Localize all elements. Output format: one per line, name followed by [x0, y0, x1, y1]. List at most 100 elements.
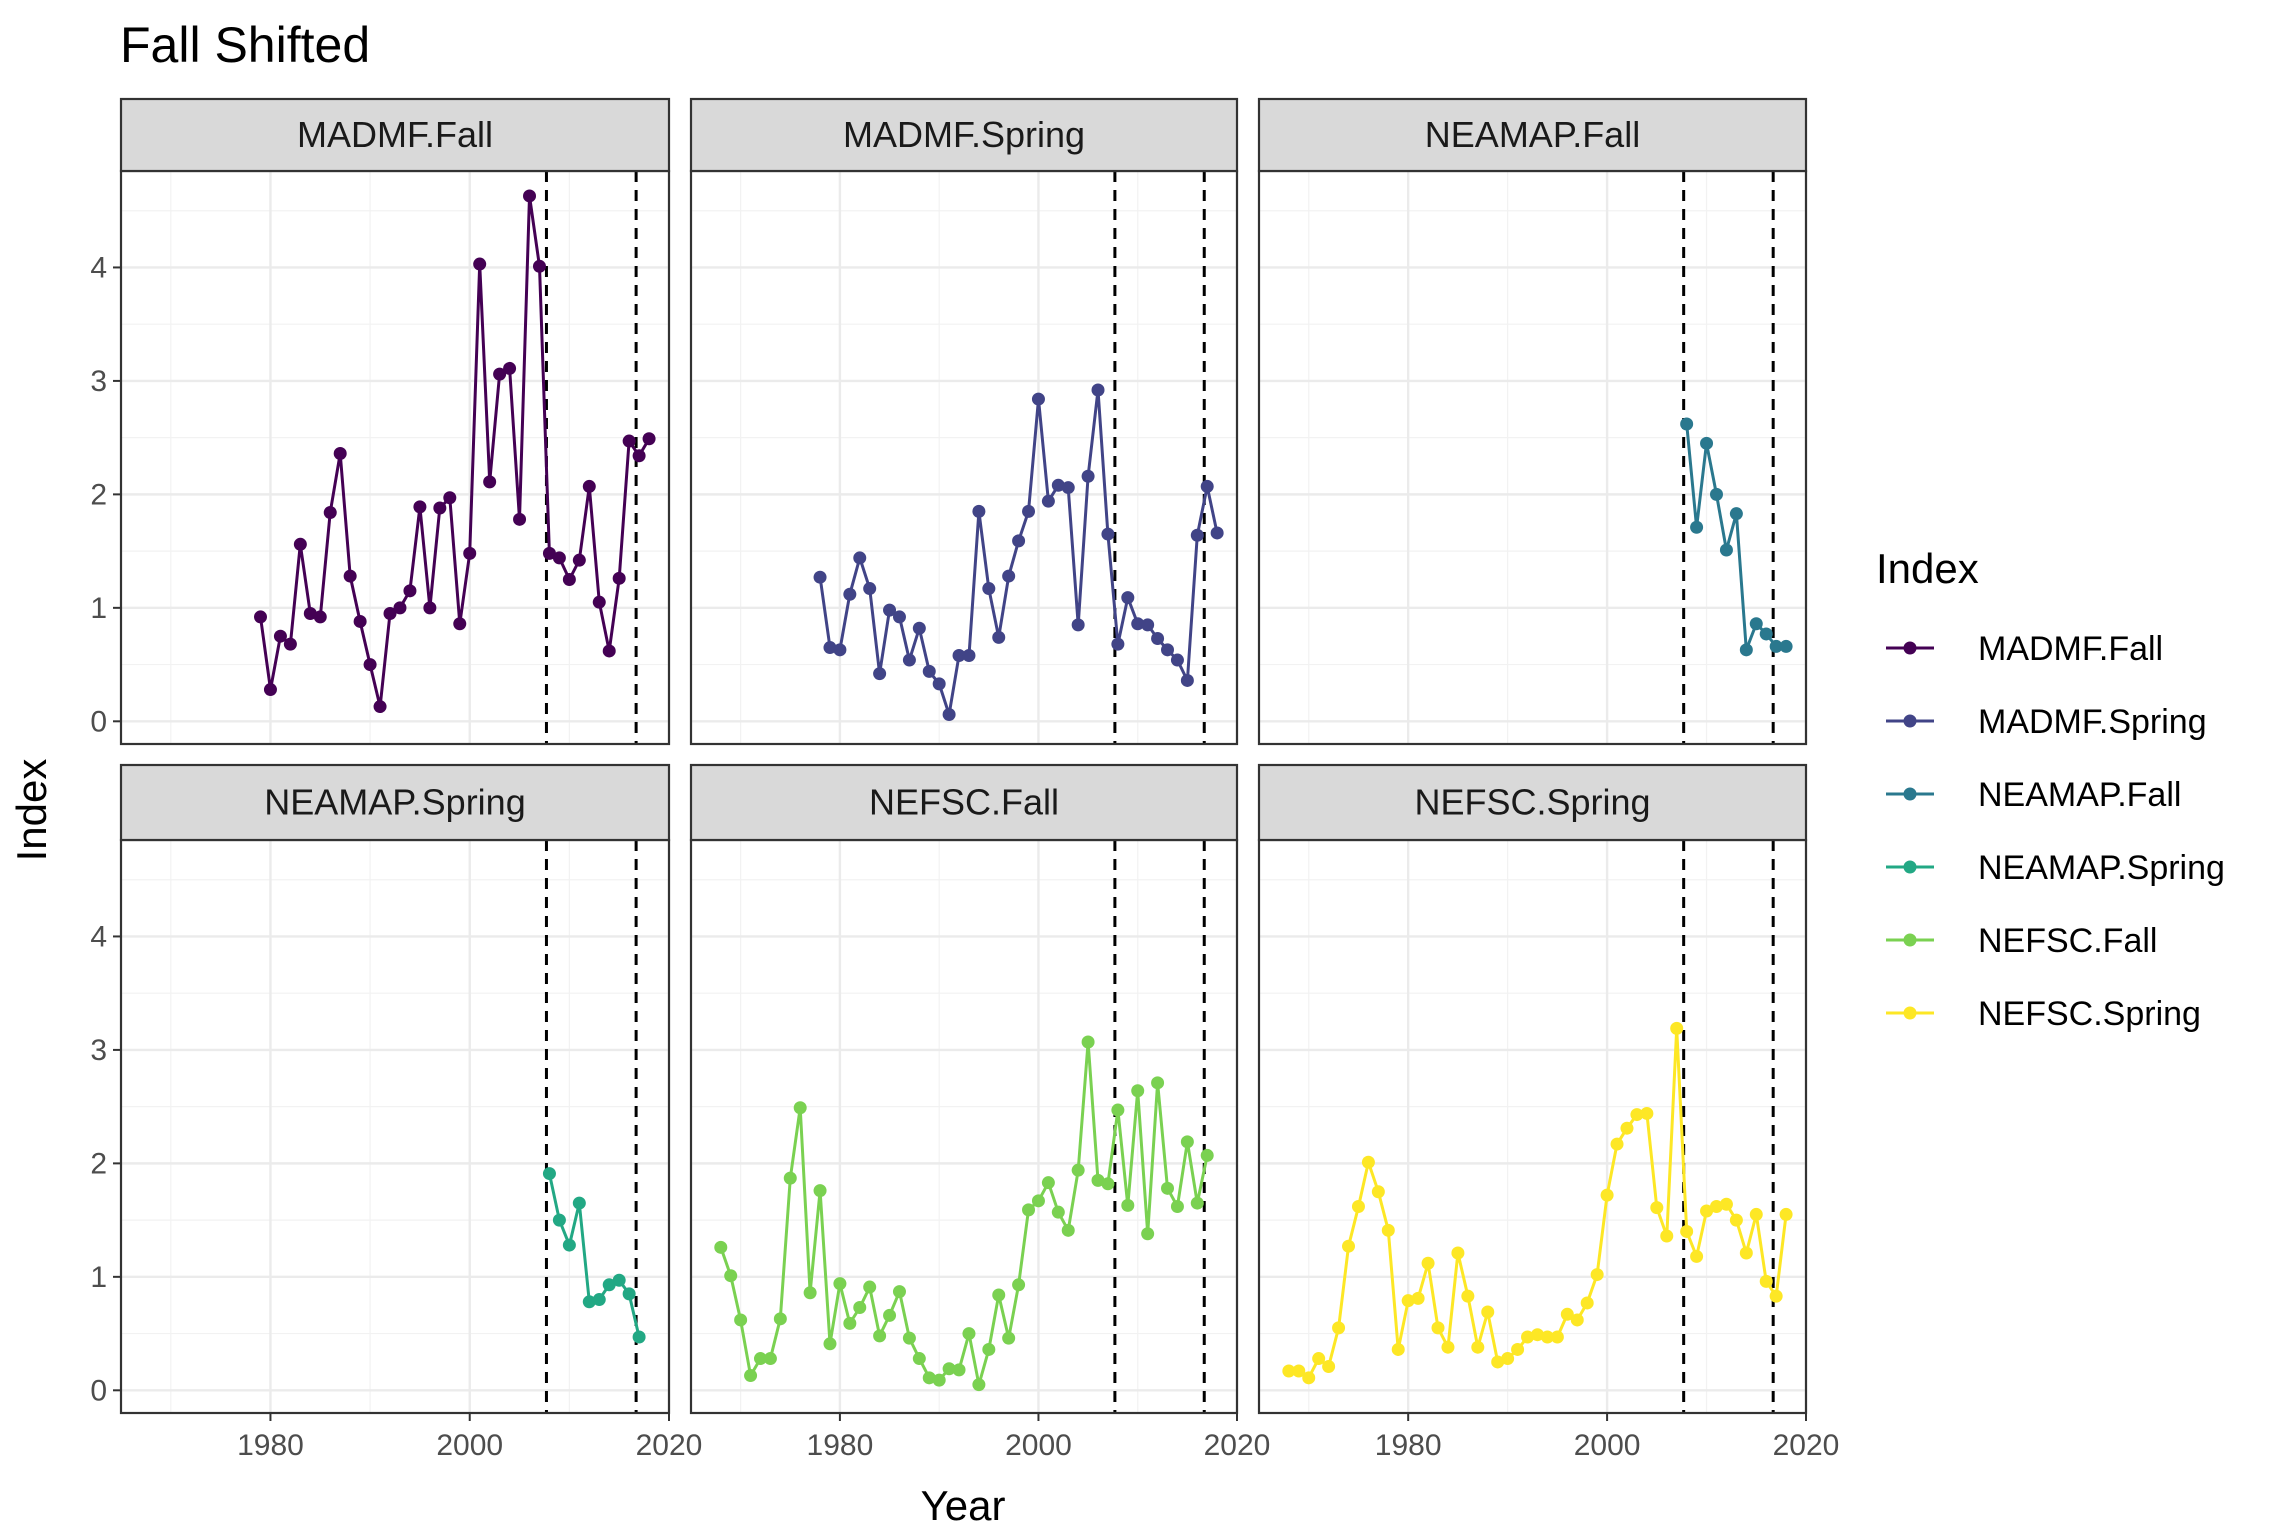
y-tick-label: 3	[90, 365, 107, 398]
x-tick-label: 2000	[1574, 1429, 1641, 1462]
data-point	[1769, 1289, 1783, 1303]
data-point	[1690, 520, 1704, 534]
data-point	[1501, 1352, 1515, 1366]
data-point	[632, 1330, 646, 1344]
data-point	[1451, 1246, 1465, 1260]
data-point	[1051, 478, 1065, 492]
data-point	[972, 1378, 986, 1392]
data-point	[734, 1313, 748, 1327]
data-point	[1061, 1223, 1075, 1237]
data-point	[972, 504, 986, 518]
data-point	[962, 1327, 976, 1341]
x-tick-label: 1980	[237, 1429, 304, 1462]
data-point	[1292, 1364, 1306, 1378]
data-point	[1749, 1207, 1763, 1221]
data-point	[1779, 639, 1793, 653]
data-point	[912, 621, 926, 635]
data-point	[873, 1329, 887, 1343]
data-point	[1101, 1177, 1115, 1191]
data-point	[1550, 1330, 1564, 1344]
legend-title: Index	[1876, 545, 1979, 592]
data-point	[463, 546, 477, 560]
data-point	[902, 653, 916, 667]
data-point	[992, 1288, 1006, 1302]
data-point	[1161, 1181, 1175, 1195]
data-point	[423, 601, 437, 615]
strip-background	[689, 97, 1239, 173]
data-point	[1210, 526, 1224, 540]
data-point	[843, 1316, 857, 1330]
data-point	[562, 572, 576, 586]
strip-background	[119, 763, 671, 842]
x-axis-title: Year	[921, 1482, 1006, 1529]
legend-label: NEFSC.Spring	[1978, 995, 2201, 1033]
data-point	[892, 610, 906, 624]
data-point	[803, 1286, 817, 1300]
data-point	[612, 1273, 626, 1287]
data-point	[493, 367, 507, 381]
chart-title: Fall Shifted	[120, 17, 370, 73]
data-point	[1131, 617, 1145, 631]
data-point	[1121, 591, 1135, 605]
x-tick-label: 1980	[807, 1429, 874, 1462]
data-point	[753, 1352, 767, 1366]
data-point	[823, 641, 837, 655]
data-point	[863, 582, 877, 596]
data-point	[602, 644, 616, 658]
data-point	[1690, 1249, 1704, 1263]
legend-item-nefsc-fall: NEFSC.Fall	[1886, 922, 2157, 960]
data-point	[273, 629, 287, 643]
legend-label: NEFSC.Fall	[1978, 922, 2157, 960]
data-point	[582, 1295, 596, 1309]
data-point	[833, 643, 847, 657]
data-point	[863, 1280, 877, 1294]
data-point	[1170, 653, 1184, 667]
data-point	[1312, 1352, 1326, 1366]
data-point	[1590, 1268, 1604, 1282]
legend-item-madmf-spring: MADMF.Spring	[1886, 703, 2207, 741]
data-point	[942, 707, 956, 721]
data-point	[1002, 1331, 1016, 1345]
data-point	[1180, 1135, 1194, 1149]
panel-background	[121, 840, 669, 1413]
data-point	[1580, 1296, 1594, 1310]
data-point	[622, 434, 636, 448]
data-point	[1061, 481, 1075, 495]
data-point	[992, 630, 1006, 644]
data-point	[1700, 1204, 1714, 1218]
data-point	[1161, 643, 1175, 657]
data-point	[1012, 534, 1026, 548]
data-point	[1101, 527, 1115, 541]
data-point	[1471, 1340, 1485, 1354]
legend-key-point	[1903, 860, 1917, 874]
data-point	[1401, 1294, 1415, 1308]
data-point	[813, 570, 827, 584]
legend-key-point	[1903, 933, 1917, 947]
data-point	[1461, 1289, 1475, 1303]
y-tick-label: 0	[90, 1374, 107, 1407]
strip-label: NEFSC.Fall	[869, 782, 1059, 823]
data-point	[1200, 1148, 1214, 1162]
data-point	[1051, 1205, 1065, 1219]
series-line-madmf-fall	[259, 195, 651, 707]
data-point	[952, 648, 966, 662]
data-point	[542, 546, 556, 560]
data-point	[582, 479, 596, 493]
data-point	[1322, 1359, 1336, 1373]
data-point	[1749, 617, 1763, 631]
data-point	[833, 1277, 847, 1291]
x-tick-label: 2020	[1204, 1429, 1271, 1462]
data-point	[1610, 1137, 1624, 1151]
data-point	[1081, 1035, 1095, 1049]
data-point	[793, 1101, 807, 1115]
data-point	[403, 584, 417, 598]
data-point	[982, 1342, 996, 1356]
data-point	[1282, 1364, 1296, 1378]
data-point	[393, 601, 407, 615]
data-point	[1180, 673, 1194, 687]
data-point	[592, 595, 606, 609]
facet-panels: MADMF.Fall 0 1 2 3 4 MADMF.Spring NEAMAP.Fall NE…	[90, 97, 1839, 1462]
data-point	[1709, 487, 1723, 501]
data-point	[622, 1287, 636, 1301]
data-point	[1680, 417, 1694, 431]
